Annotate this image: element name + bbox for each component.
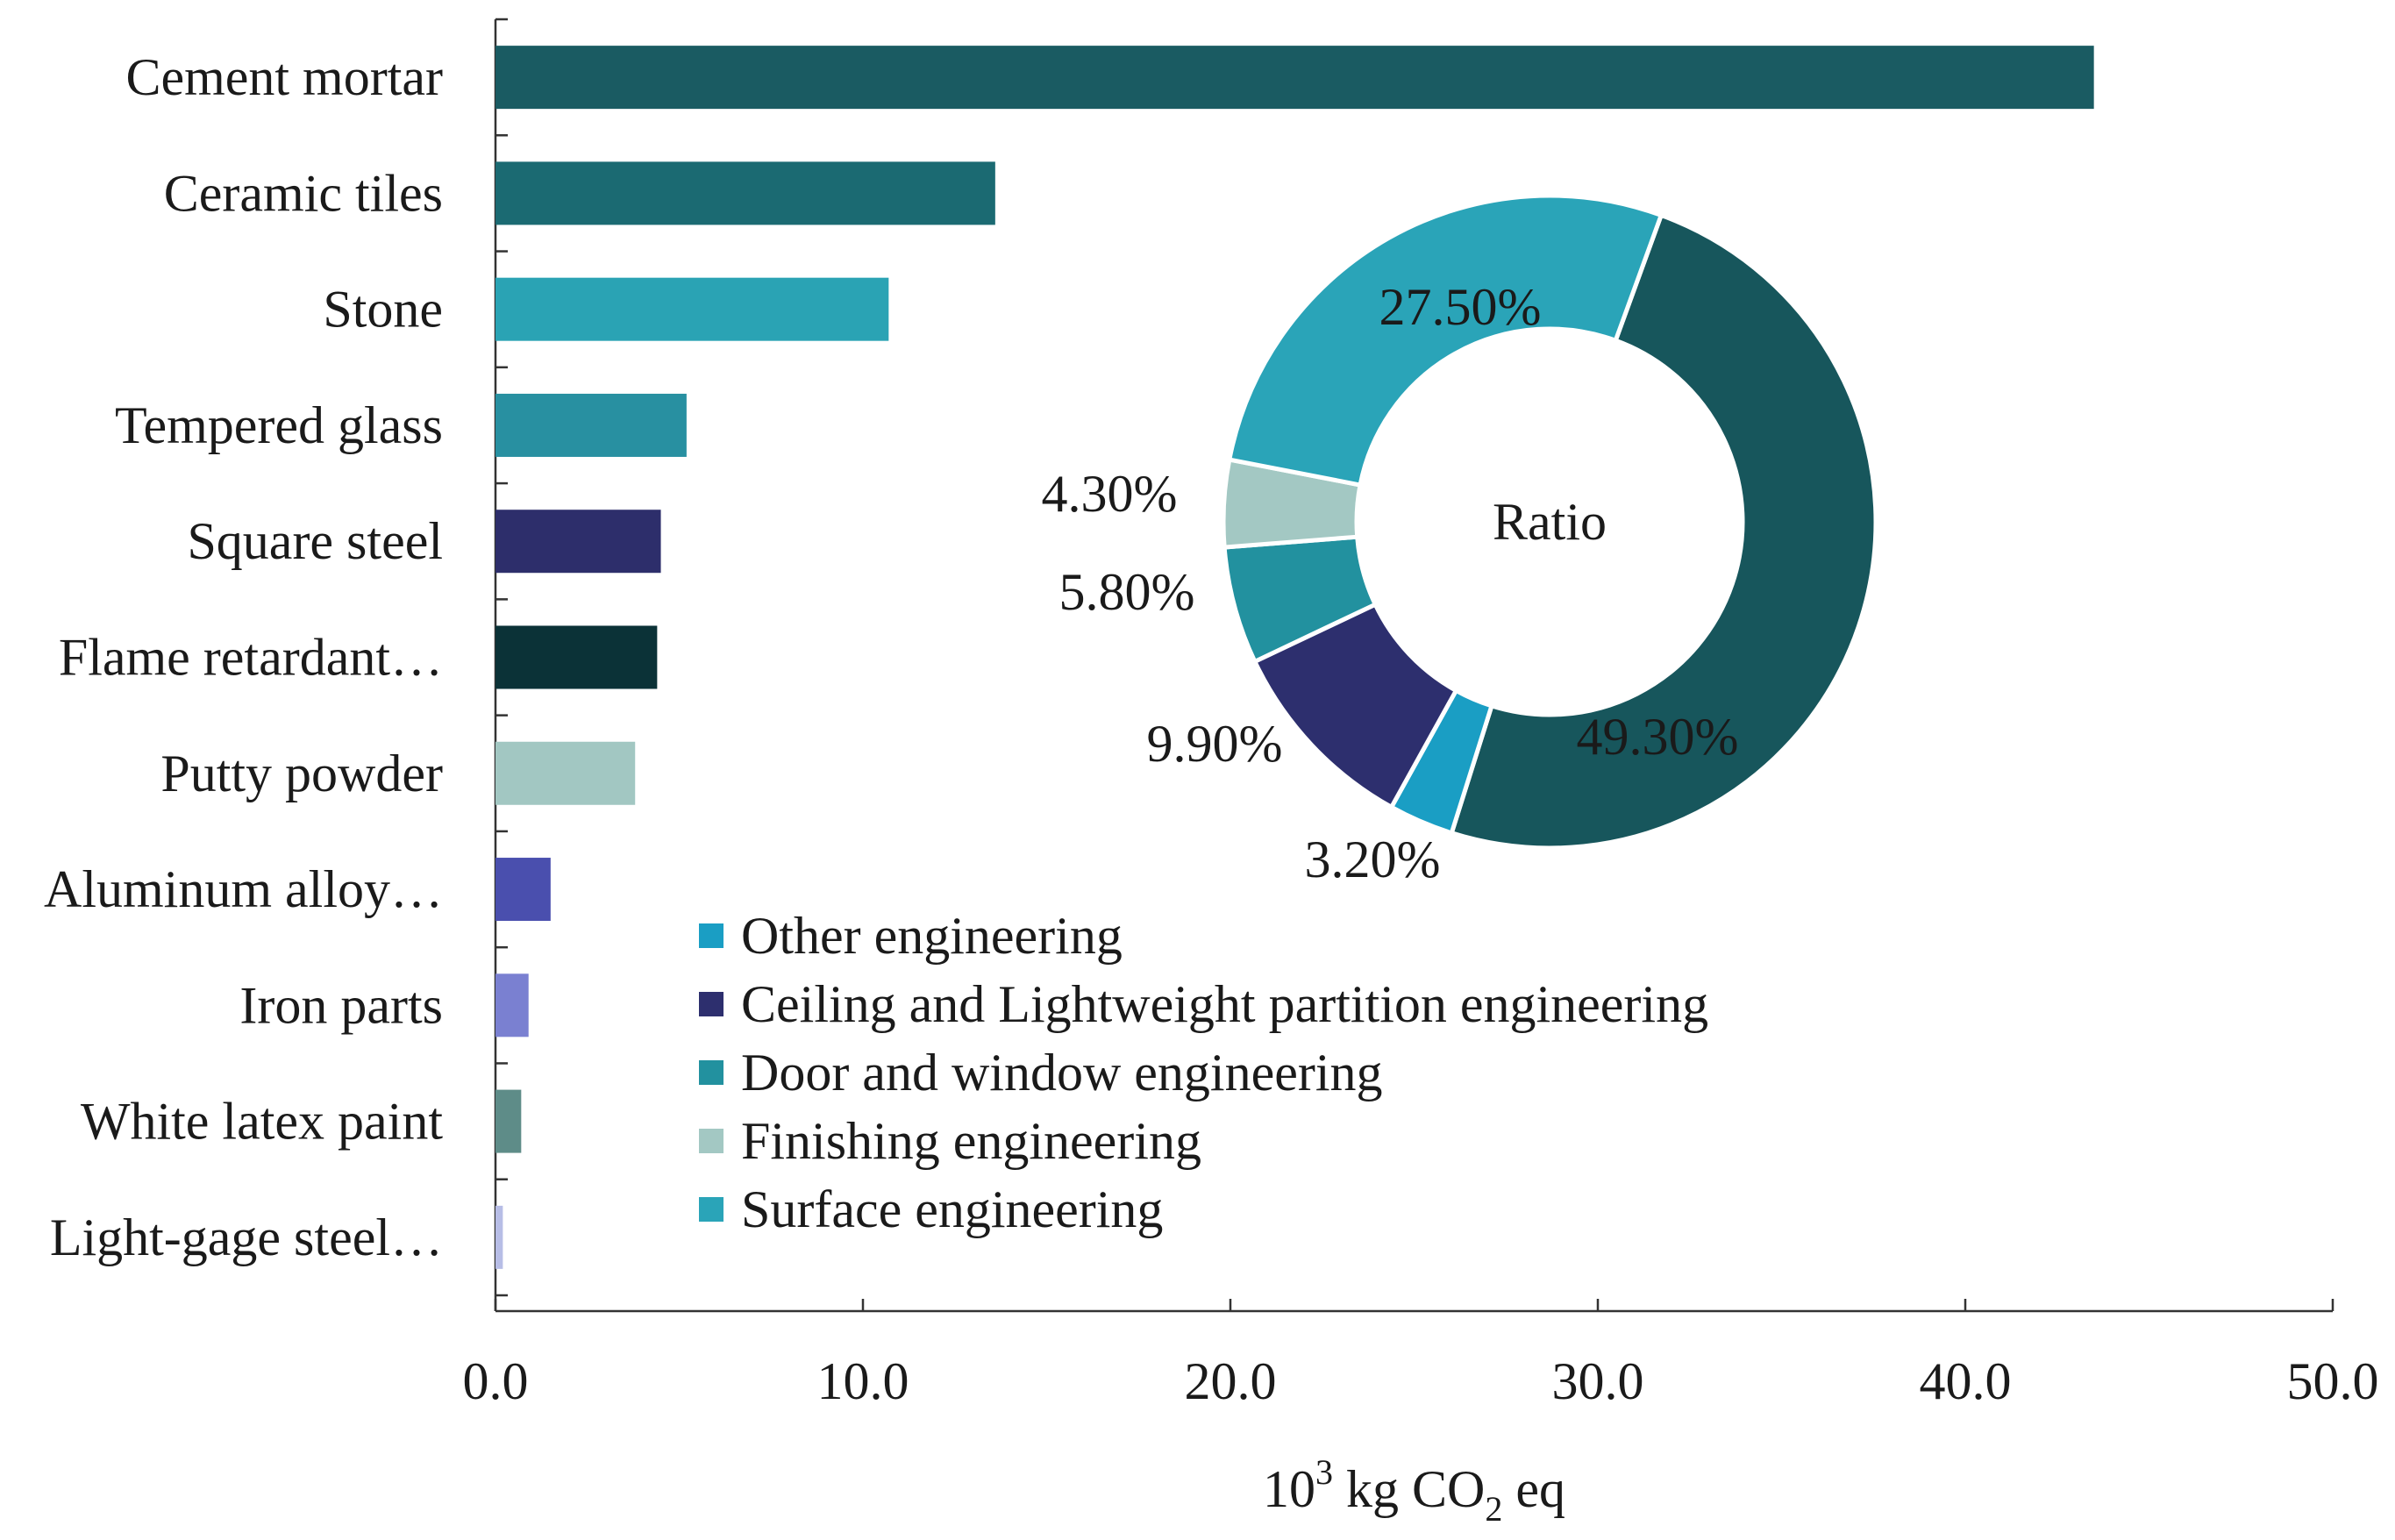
y-tick-label: Putty powder: [160, 745, 443, 802]
y-tick-label: Stone: [323, 281, 443, 339]
bar: [495, 277, 889, 341]
y-tick-label: White latex paint: [81, 1093, 444, 1151]
donut-slice-label: 9.90%: [1147, 715, 1283, 773]
x-tick-label: 10.0: [817, 1352, 909, 1410]
bar: [495, 1205, 503, 1269]
legend-swatch: [699, 1197, 723, 1222]
donut-center-label: Ratio: [1493, 493, 1607, 551]
x-axis-title-part: 10: [1263, 1460, 1315, 1518]
bar: [495, 625, 658, 689]
bar: [495, 1089, 522, 1153]
legend-label: Surface engineering: [741, 1180, 1163, 1238]
donut-slice: [1449, 212, 1878, 851]
donut-slice-label: 27.50%: [1379, 278, 1542, 336]
bar: [495, 858, 551, 922]
donut-slice-label: 49.30%: [1577, 708, 1739, 766]
legend-swatch: [699, 992, 723, 1016]
y-tick-label: Tempered glass: [115, 396, 443, 454]
y-tick-label: Square steel: [187, 512, 443, 570]
x-tick-label: 50.0: [2287, 1352, 2379, 1410]
donut-slice: [1226, 193, 1664, 488]
x-tick-label: 40.0: [1920, 1352, 2012, 1410]
x-tick-label: 30.0: [1552, 1352, 1644, 1410]
legend-swatch: [699, 923, 723, 948]
donut-slice-label: 5.80%: [1059, 563, 1195, 621]
y-tick-label: Cement mortar: [125, 48, 443, 106]
x-axis-title-part: eq: [1502, 1460, 1565, 1518]
donut-slice-label: 3.20%: [1305, 831, 1441, 888]
bar: [495, 393, 687, 457]
legend-label: Finishing engineering: [741, 1112, 1201, 1170]
x-axis-title-part: 2: [1485, 1489, 1502, 1529]
bar: [495, 973, 529, 1037]
legend: Other engineering Ceiling and Lightweight…: [699, 907, 1708, 1238]
bar: [495, 510, 661, 574]
legend-label: Other engineering: [741, 907, 1123, 965]
bar: [495, 161, 995, 225]
legend-swatch: [699, 1129, 723, 1153]
x-axis-title-part: 3: [1315, 1452, 1333, 1492]
bar-chart: Cement mortar Ceramic tiles Stone Tempered …: [44, 18, 2379, 1529]
y-tick-label: Aluminum alloy…: [44, 860, 443, 918]
donut-chart: 49.30% 3.20% 9.90% 5.80% 4.30% 27.50% Ratio: [1042, 193, 1878, 888]
y-tick-label: Light-gage steel…: [50, 1208, 443, 1266]
y-tick-label: Ceramic tiles: [164, 164, 443, 222]
legend-label: Door and window engineering: [741, 1044, 1382, 1102]
donut-slice-label: 4.30%: [1042, 465, 1178, 523]
legend-swatch: [699, 1060, 723, 1085]
bar: [495, 741, 636, 805]
y-tick-label: Iron parts: [239, 976, 443, 1034]
x-tick-label: 20.0: [1185, 1352, 1277, 1410]
y-tick-label: Flame retardant…: [59, 629, 443, 687]
legend-label: Ceiling and Lightweight partition engine…: [741, 975, 1708, 1033]
x-axis-title-part: kg CO: [1333, 1460, 1485, 1518]
x-axis-title: 103 kg CO2 eq: [1263, 1452, 1565, 1529]
bar: [495, 46, 2094, 110]
x-tick-label: 0.0: [463, 1352, 529, 1410]
